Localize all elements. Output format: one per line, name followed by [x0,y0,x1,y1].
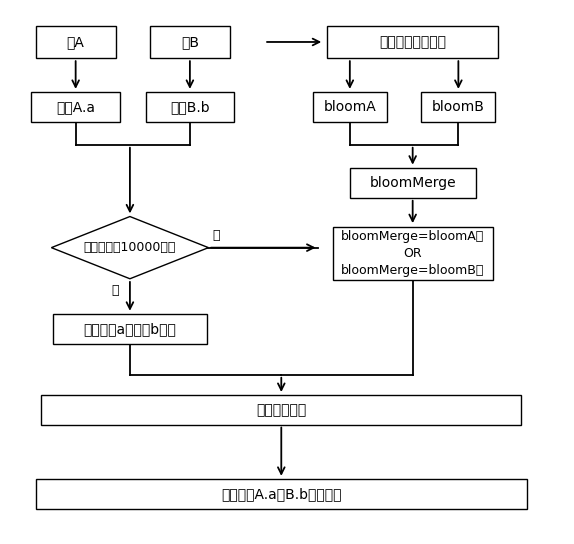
FancyBboxPatch shape [333,226,492,280]
Text: bloomMerge: bloomMerge [369,176,456,190]
Text: 字段A.a: 字段A.a [56,100,95,114]
Text: 字段B.b: 字段B.b [170,100,210,114]
FancyBboxPatch shape [350,168,475,197]
Text: 否: 否 [213,229,220,242]
FancyBboxPatch shape [53,314,207,344]
FancyBboxPatch shape [313,92,387,122]
FancyBboxPatch shape [146,92,234,122]
Text: 表A: 表A [67,35,84,49]
Text: 包含关系判断: 包含关系判断 [256,403,307,417]
FancyBboxPatch shape [327,26,498,58]
FancyBboxPatch shape [36,26,115,58]
FancyBboxPatch shape [421,92,495,122]
Text: 布隆过滤器初始化: 布隆过滤器初始化 [379,35,446,49]
Text: 获得字段A.a、B.b关联关系: 获得字段A.a、B.b关联关系 [221,487,342,501]
FancyBboxPatch shape [36,479,527,509]
FancyBboxPatch shape [41,395,521,425]
FancyBboxPatch shape [32,92,120,122]
FancyBboxPatch shape [150,26,230,58]
Text: bloomB: bloomB [432,100,485,114]
Text: bloomMerge=bloomA？
OR
bloomMerge=bloomB？: bloomMerge=bloomA？ OR bloomMerge=bloomB？ [341,230,484,276]
Polygon shape [51,217,208,279]
Text: 读取字段a、字段b的值: 读取字段a、字段b的值 [83,322,176,336]
Text: 数据量小于10000条？: 数据量小于10000条？ [84,241,176,254]
Text: 是: 是 [111,285,118,298]
Text: 表B: 表B [181,35,199,49]
Text: bloomA: bloomA [324,100,376,114]
